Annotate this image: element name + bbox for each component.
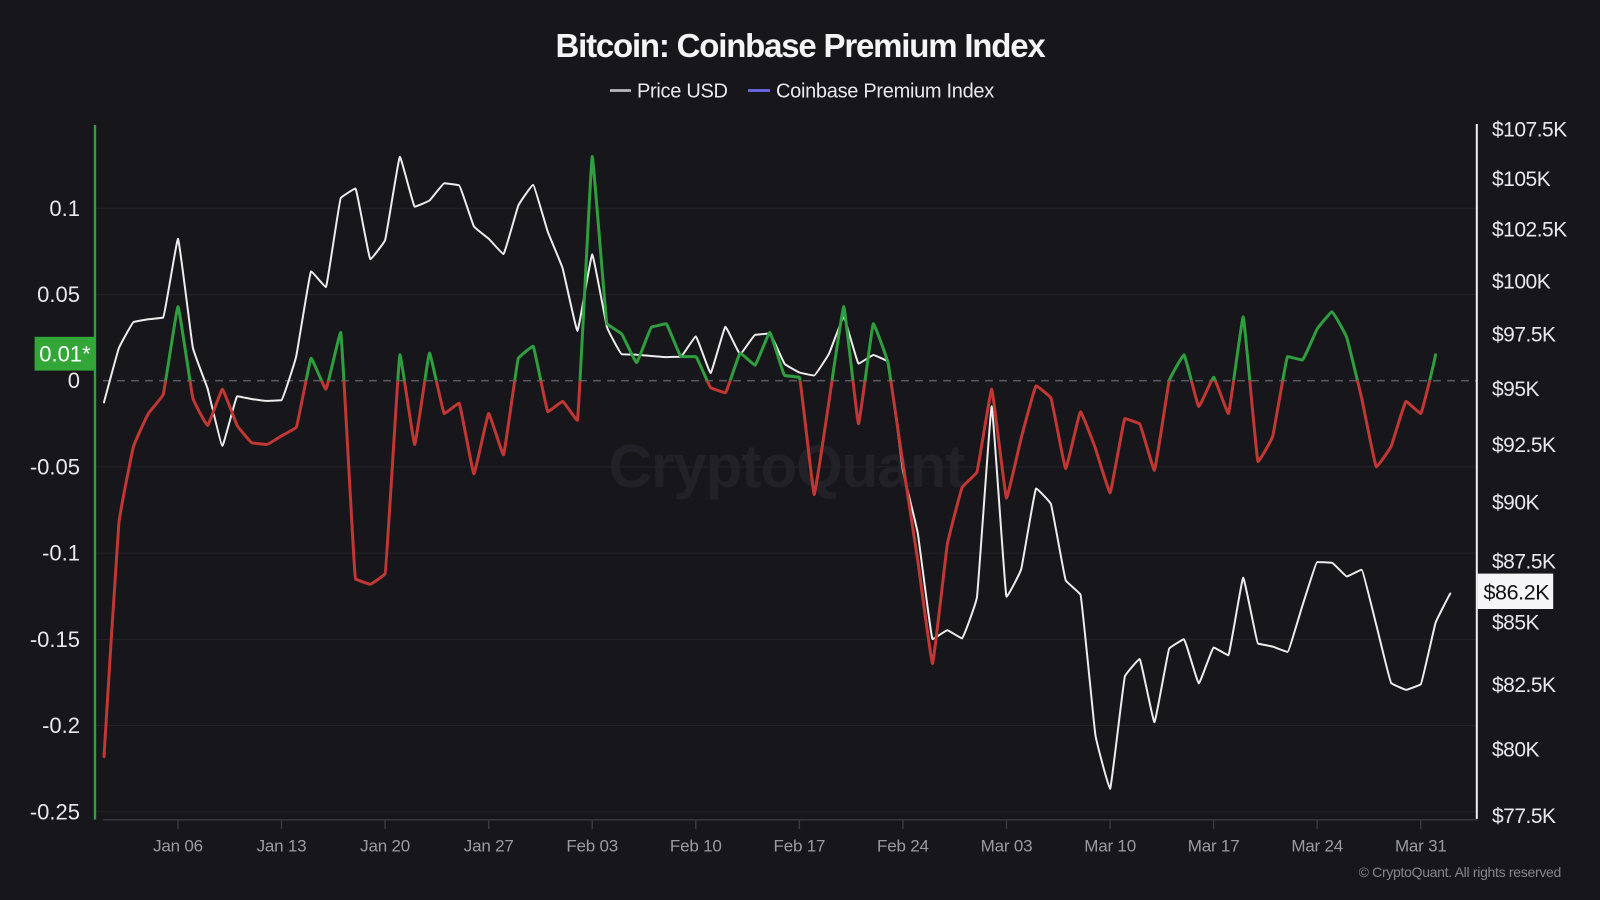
svg-text:Mar 03: Mar 03 (981, 837, 1033, 856)
svg-text:Feb 10: Feb 10 (670, 837, 722, 856)
svg-text:-0.15: -0.15 (30, 627, 80, 652)
svg-text:0.01*: 0.01* (39, 342, 91, 367)
svg-text:Jan 27: Jan 27 (464, 837, 514, 856)
svg-text:$87.5K: $87.5K (1492, 551, 1556, 574)
svg-text:$97.5K: $97.5K (1492, 324, 1556, 347)
svg-text:-0.05: -0.05 (30, 454, 80, 479)
svg-text:Jan 13: Jan 13 (257, 837, 307, 856)
svg-text:Feb 03: Feb 03 (566, 837, 618, 856)
svg-text:Coinbase Premium Index: Coinbase Premium Index (776, 81, 994, 103)
svg-text:Mar 24: Mar 24 (1291, 837, 1343, 856)
svg-text:-0.25: -0.25 (30, 799, 80, 824)
svg-text:$95K: $95K (1492, 378, 1540, 401)
svg-text:-0.2: -0.2 (42, 713, 80, 738)
svg-text:Jan 06: Jan 06 (153, 837, 203, 856)
svg-text:0: 0 (68, 368, 80, 393)
svg-text:0.05: 0.05 (37, 282, 80, 307)
svg-text:$105K: $105K (1492, 168, 1551, 191)
svg-text:Price USD: Price USD (637, 81, 728, 103)
svg-text:$100K: $100K (1492, 270, 1551, 293)
svg-text:$92.5K: $92.5K (1492, 434, 1556, 457)
svg-text:$90K: $90K (1492, 492, 1540, 515)
svg-text:$86.2K: $86.2K (1484, 580, 1551, 604)
svg-text:-0.1: -0.1 (42, 541, 80, 566)
svg-text:$107.5K: $107.5K (1492, 119, 1567, 142)
svg-text:Jan 20: Jan 20 (360, 837, 410, 856)
svg-text:Bitcoin: Coinbase Premium Inde: Bitcoin: Coinbase Premium Index (555, 27, 1046, 64)
svg-text:Feb 24: Feb 24 (877, 837, 929, 856)
svg-text:Mar 10: Mar 10 (1084, 837, 1136, 856)
svg-text:$77.5K: $77.5K (1492, 805, 1556, 828)
svg-text:$80K: $80K (1492, 739, 1540, 762)
svg-text:Feb 17: Feb 17 (774, 837, 826, 856)
svg-text:0.1: 0.1 (49, 196, 80, 221)
svg-text:© CryptoQuant. All rights rese: © CryptoQuant. All rights reserved (1359, 864, 1561, 880)
svg-text:$102.5K: $102.5K (1492, 219, 1567, 242)
svg-text:$85K: $85K (1492, 611, 1540, 634)
svg-text:$82.5K: $82.5K (1492, 674, 1556, 697)
svg-text:Mar 31: Mar 31 (1395, 837, 1447, 856)
svg-text:Mar 17: Mar 17 (1188, 837, 1240, 856)
